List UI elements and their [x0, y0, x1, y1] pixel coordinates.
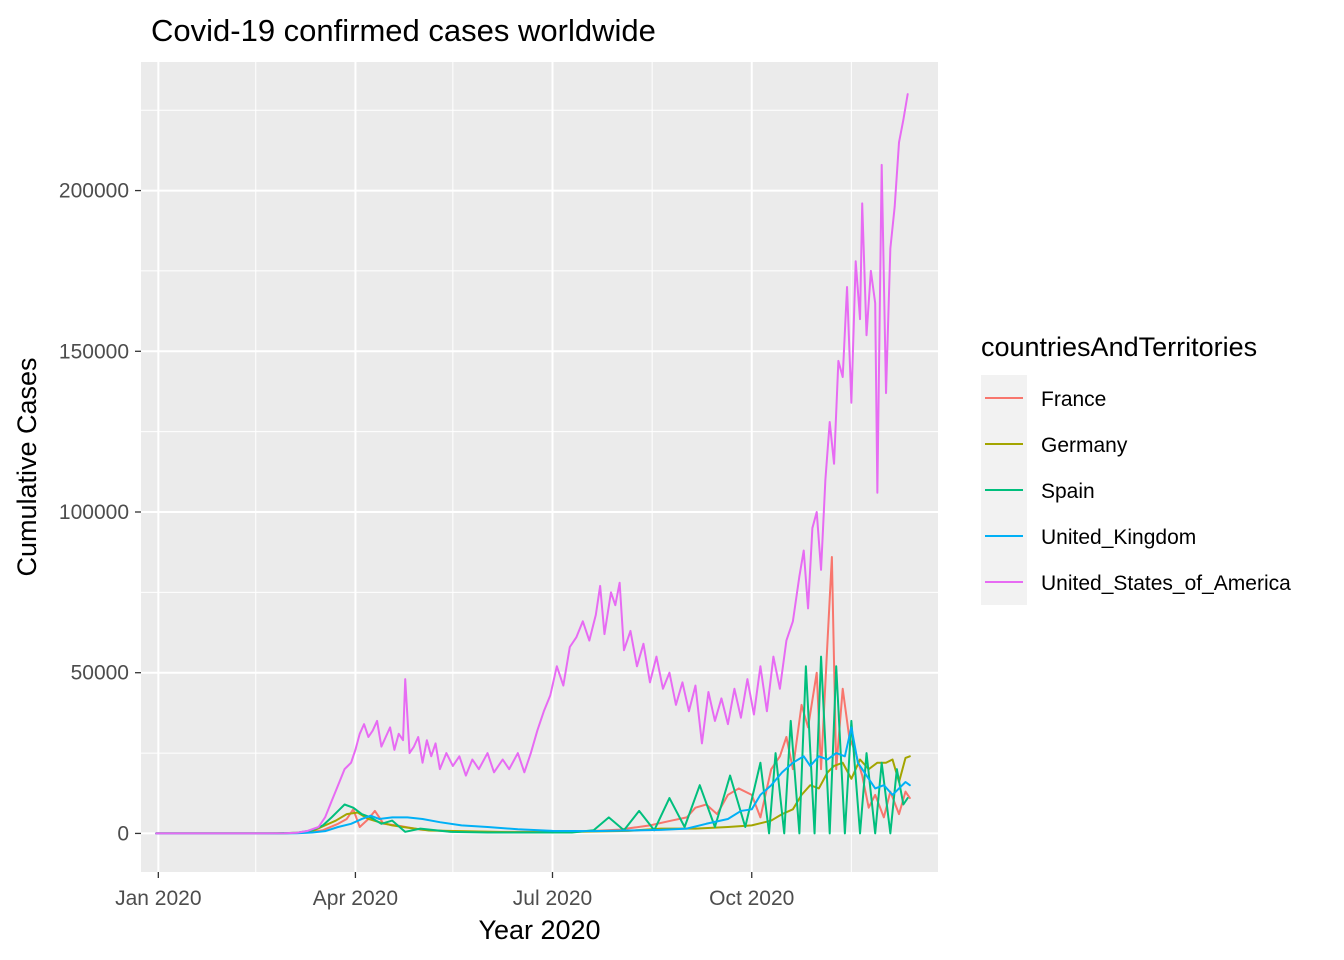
y-tick-label: 200000 [59, 180, 129, 203]
legend-label-germany: Germany [1041, 434, 1128, 457]
legend-label-spain: Spain [1041, 480, 1095, 503]
grid-lines [141, 62, 938, 872]
series-lines [155, 93, 911, 835]
y-tick-label: 150000 [59, 340, 129, 363]
legend: countriesAndTerritories France Germany Spa… [981, 332, 1291, 605]
x-tick-label: Apr 2020 [313, 887, 398, 910]
series-line-germany [155, 755, 911, 835]
legend-label-united-kingdom: United_Kingdom [1041, 526, 1196, 549]
x-tick-label: Oct 2020 [709, 887, 794, 910]
series-line-united-kingdom [155, 726, 911, 835]
plot-panel [141, 62, 938, 872]
x-axis-title: Year 2020 [478, 915, 600, 945]
y-axis-title: Cumulative Cases [12, 357, 42, 576]
legend-title: countriesAndTerritories [981, 332, 1257, 362]
y-tick-label: 100000 [59, 501, 129, 524]
series-line-spain [155, 655, 909, 835]
y-tick-label: 50000 [71, 662, 129, 685]
series-line-united-states-of-america [155, 93, 909, 835]
chart-title: Covid-19 confirmed cases worldwide [151, 13, 656, 48]
y-tick-label: 0 [117, 822, 129, 845]
legend-items: France Germany Spain United_Kingdom United_S… [981, 375, 1291, 605]
x-tick-label: Jul 2020 [513, 887, 592, 910]
legend-label-united-states-of-america: United_States_of_America [1041, 572, 1291, 595]
x-tick-label: Jan 2020 [115, 887, 201, 910]
axis-labels: Jan 2020 Apr 2020 Jul 2020 Oct 2020 0 50000 10… [59, 180, 794, 910]
legend-label-france: France [1041, 388, 1106, 411]
